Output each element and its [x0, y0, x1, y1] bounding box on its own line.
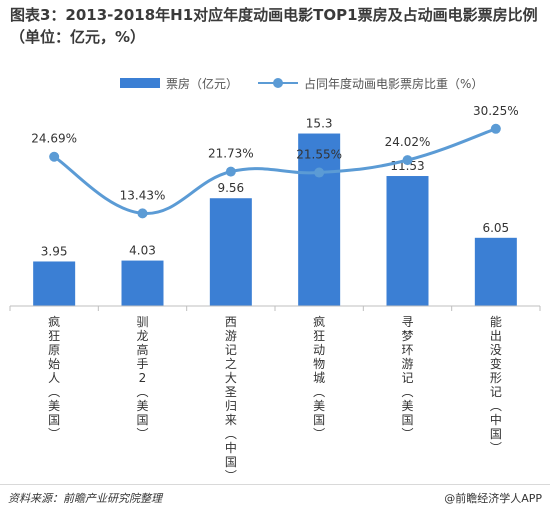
legend-line-swatch [258, 77, 298, 89]
category-label-char: 圣 [225, 385, 237, 399]
share-value-label: 24.02% [385, 135, 431, 149]
category-label-char: 始 [48, 357, 60, 371]
bar [386, 176, 429, 306]
category-label-char: 美 [313, 399, 325, 413]
legend-bar-label: 票房（亿元） [166, 76, 239, 91]
category-label-char: 游 [225, 329, 237, 343]
category-label-char: 来 [225, 413, 237, 427]
category-label-char: 西 [225, 315, 237, 329]
category-label-char: ︵ [313, 385, 325, 399]
category-label-char: 国 [136, 413, 148, 427]
category-label-char: 物 [313, 357, 325, 371]
category-label-char: 动 [313, 343, 325, 357]
source-note: 资料来源：前瞻产业研究院整理 [8, 492, 162, 505]
bar-value-label: 15.3 [306, 117, 333, 131]
chart-title: 图表3：2013-2018年H1对应年度动画电影TOP1票房及占动画电影票房比例… [10, 6, 538, 46]
share-point [137, 208, 148, 219]
category-label-char: 记 [401, 371, 413, 385]
category-label-char: 城 [313, 371, 325, 385]
category-label-char: 寻 [401, 315, 413, 329]
bar-value-label: 4.03 [129, 244, 156, 258]
category-label-char: 之 [225, 357, 237, 371]
category-label-char: 疯 [48, 314, 60, 329]
category-label-char: 龙 [136, 329, 148, 343]
category-label-char: 美 [401, 399, 413, 413]
category-label-char: 出 [490, 329, 502, 343]
category-label-char: 国 [225, 455, 237, 469]
category-label-char: 能 [490, 315, 502, 329]
bar-value-label: 6.05 [482, 221, 509, 235]
share-point [314, 167, 325, 178]
category-label-char: ︵ [401, 385, 413, 399]
category-label-char: 人 [48, 371, 60, 385]
legend-item-line: 占同年度动画电影票房比重（%） [258, 72, 483, 94]
category-label-char: 原 [48, 343, 60, 357]
category-label-char: 美 [48, 399, 60, 413]
category-label-char: ︶ [313, 427, 325, 441]
category-label-char: 大 [225, 371, 237, 385]
bar [33, 261, 76, 306]
category-label-char: 没 [490, 342, 502, 357]
category-label-char: 高 [136, 342, 148, 357]
category-label-char: 中 [225, 440, 237, 455]
share-value-label: 21.73% [208, 147, 254, 161]
legend-item-bar: 票房（亿元） [120, 72, 238, 94]
bar-value-label: 3.95 [41, 244, 68, 258]
category-label-char: 归 [225, 399, 237, 413]
share-point [225, 166, 236, 177]
category-label-char: 形 [490, 371, 502, 385]
category-label-char: ︶ [136, 427, 148, 441]
category-label-char: 美 [136, 399, 148, 413]
category-label-char: ︵ [48, 385, 60, 399]
share-point [402, 155, 413, 166]
category-label-char: 疯 [313, 314, 325, 329]
category-label-char: 国 [48, 413, 60, 427]
category-label-char: 狂 [48, 329, 60, 343]
category-label-char: 梦 [401, 329, 413, 343]
share-value-label: 13.43% [120, 188, 166, 202]
category-label-char: ︵ [490, 399, 502, 413]
legend-line-label: 占同年度动画电影票房比重（%） [304, 76, 484, 91]
bar [209, 198, 252, 306]
legend: 票房（亿元） 占同年度动画电影票房比重（%） [0, 72, 550, 94]
category-label-char: ︵ [225, 427, 237, 441]
category-label-char: 国 [401, 413, 413, 427]
category-label-char: ︶ [225, 469, 237, 480]
bar [474, 237, 517, 306]
category-label-char: 记 [490, 385, 502, 399]
category-label-char: 狂 [313, 329, 325, 343]
brand-credit: @前瞻经济学人APP [444, 492, 542, 505]
category-label-char: ︶ [48, 427, 60, 441]
category-label-char: 记 [225, 343, 237, 357]
category-label-char: ︶ [401, 427, 413, 441]
share-line [53, 127, 497, 215]
category-label-char: 国 [490, 427, 502, 441]
bar [121, 260, 164, 306]
category-label-char: 变 [490, 356, 502, 371]
category-label-char: 2 [139, 371, 147, 385]
category-label-char: 环 [401, 343, 413, 357]
category-label-char: 国 [313, 413, 325, 427]
share-point [490, 123, 501, 134]
share-value-label: 21.55% [296, 148, 342, 162]
share-value-label: 30.25% [473, 104, 519, 118]
category-label-char: ︶ [490, 441, 502, 455]
bar [298, 133, 341, 306]
category-label-char: 驯 [136, 315, 148, 329]
share-point [49, 151, 60, 162]
chart-plot: 3.95 4.039.5615.311.536.0524.69%13.43%21.… [9, 104, 541, 480]
category-label-char: 手 [136, 357, 148, 371]
category-label-char: 中 [490, 412, 502, 427]
legend-bar-swatch [120, 78, 160, 88]
category-label-char: ︵ [136, 385, 148, 399]
bar-value-label: 9.56 [217, 181, 244, 195]
category-label-char: 游 [401, 357, 413, 371]
footer-divider [0, 484, 550, 485]
share-value-label: 24.69% [31, 132, 77, 146]
